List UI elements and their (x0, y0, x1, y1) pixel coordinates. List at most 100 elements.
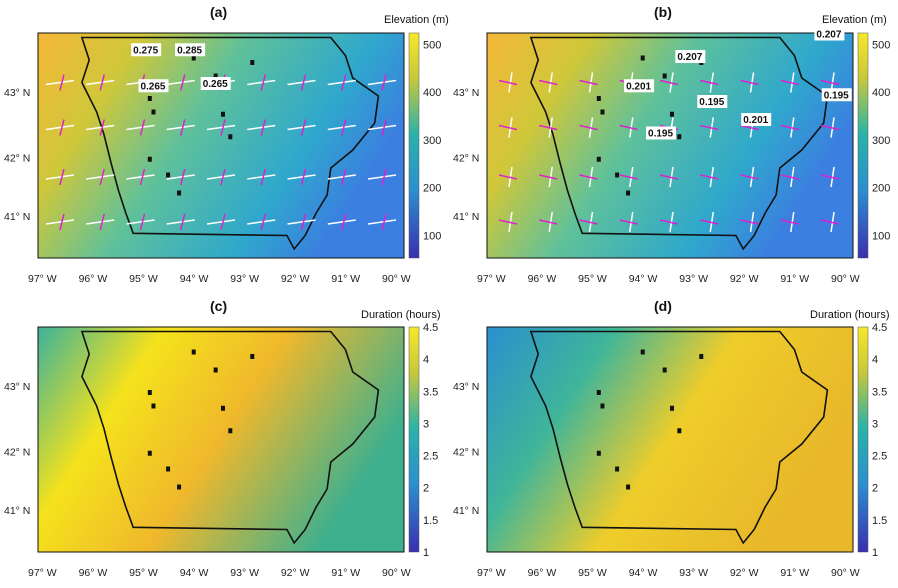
wind-arrow-magenta (579, 219, 598, 225)
wind-arrow-white (327, 124, 356, 131)
data-gap-mark (166, 466, 171, 472)
colorbar-tick-label: 4 (423, 354, 429, 366)
longitude-label: 90° W (382, 567, 411, 579)
wind-arrow-magenta (59, 74, 65, 91)
wind-arrow-magenta (341, 213, 347, 231)
colorbar-tick-label: 3 (872, 418, 878, 430)
wind-arrow-white (166, 124, 195, 131)
colorbar-tick-label: 2.5 (872, 451, 887, 463)
longitude-label: 97° W (477, 273, 506, 285)
data-gap-mark (147, 156, 152, 162)
longitude-label: 97° W (28, 273, 57, 285)
panel-a: (a) Elevation (m) 500 400 300 200 100 43° N 42… (0, 0, 449, 294)
wind-arrow-white (287, 219, 316, 225)
wind-arrow-white (126, 174, 155, 180)
colorbar-tick-label: 2.5 (423, 451, 438, 463)
colorbar-tick-label: 4 (872, 354, 878, 366)
longitude-label: 93° W (679, 273, 708, 285)
longitude-label: 90° W (382, 273, 411, 285)
panel-title: (b) (654, 4, 672, 20)
longitude-label: 95° W (578, 567, 607, 579)
wind-arrow-magenta (300, 74, 307, 91)
wind-arrow-white (86, 124, 115, 131)
wind-arrow-white (206, 124, 236, 131)
longitude-label: 92° W (281, 273, 310, 285)
colorbar-tick-label: 1.5 (423, 515, 438, 527)
wind-arrow-white (247, 79, 276, 86)
data-gap-mark (191, 349, 196, 355)
data-gap-mark (228, 134, 233, 140)
contour-value-box (200, 77, 231, 90)
longitude-label: 91° W (331, 273, 360, 285)
wind-arrow-magenta (539, 79, 558, 86)
longitude-label: 94° W (180, 273, 209, 285)
contour-value-box (646, 126, 677, 140)
colorbar-tick-label: 4.5 (423, 322, 438, 334)
wind-arrow-magenta (220, 168, 226, 186)
wind-arrow-magenta (59, 119, 65, 136)
latitude-label: 43° N (453, 381, 479, 393)
contour-value-box (814, 27, 845, 41)
contour-value-box (821, 88, 852, 102)
contour-value-box (138, 79, 169, 93)
data-gap-mark (151, 109, 156, 115)
wind-arrow-magenta (180, 168, 186, 186)
wind-arrow-magenta (700, 219, 719, 225)
wind-arrow-white (367, 124, 397, 131)
contour-value-label: 0.207 (677, 52, 702, 63)
wind-arrow-white (166, 174, 195, 180)
data-gap-mark (191, 55, 196, 61)
wind-arrow-white (287, 124, 316, 131)
contour-value-label: 0.201 (626, 81, 651, 92)
wind-arrow-magenta (220, 119, 226, 136)
longitude-label: 96° W (528, 567, 557, 579)
wind-arrow-magenta (780, 79, 799, 86)
data-gap-mark (600, 403, 605, 409)
colorbar (408, 326, 420, 553)
wind-arrow-magenta (99, 168, 105, 186)
wind-arrow-magenta (99, 119, 105, 136)
wind-arrow-white (166, 219, 195, 225)
wind-arrow-magenta (341, 168, 347, 186)
wind-arrow-magenta (820, 219, 840, 225)
wind-arrow-magenta (180, 74, 186, 91)
wind-arrow-magenta (700, 174, 719, 180)
contour-value-label: 0.195 (824, 90, 849, 101)
colorbar-tick-label: 300 (423, 135, 441, 147)
colorbar-tick-label: 100 (423, 231, 441, 243)
latitude-label: 43° N (4, 87, 30, 99)
data-gap-mark (677, 134, 682, 140)
latitude-label: 41° N (453, 211, 479, 223)
latitude-label: 41° N (4, 211, 30, 223)
wind-arrow-magenta (619, 219, 638, 225)
wind-arrow-magenta (579, 79, 598, 86)
wind-arrow-magenta (59, 168, 65, 186)
wind-arrow-white (367, 219, 397, 225)
contour-value-box (697, 95, 728, 108)
colorbar-tick-label: 200 (423, 183, 441, 195)
colorbar-tick-label: 1 (872, 547, 878, 559)
wind-arrow-magenta (539, 124, 558, 131)
colorbar-label: Elevation (m) (384, 14, 449, 26)
colorbar (857, 326, 869, 553)
wind-arrow-magenta (740, 219, 759, 225)
colorbar-tick-label: 3.5 (872, 386, 887, 398)
colorbar-label: Elevation (m) (822, 14, 887, 26)
longitude-label: 96° W (79, 273, 108, 285)
wind-arrow-white (247, 124, 276, 131)
contour-value-label: 0.265 (203, 79, 228, 90)
wind-arrow-white (367, 79, 397, 86)
data-gap-mark (213, 367, 218, 373)
wind-arrow-white (86, 174, 115, 180)
map-d: 4.5 4 3.5 3 2.5 2 1.5 1 43° N 42° N 41° N 97° W 96° … (453, 322, 887, 579)
wind-arrow-white (327, 79, 356, 86)
data-gap-mark (699, 354, 704, 359)
data-gap-mark (615, 466, 620, 472)
contour-value-box (624, 79, 655, 93)
wind-arrow-magenta (300, 168, 307, 186)
data-gap-mark (626, 484, 631, 490)
map-c: 4.5 4 3.5 3 2.5 2 1.5 1 43° N 42° N 41° N 97° W 96° … (4, 322, 438, 579)
wind-arrow-magenta (820, 174, 840, 180)
colorbar (408, 32, 420, 259)
colorbar-tick-label: 3 (423, 418, 429, 430)
